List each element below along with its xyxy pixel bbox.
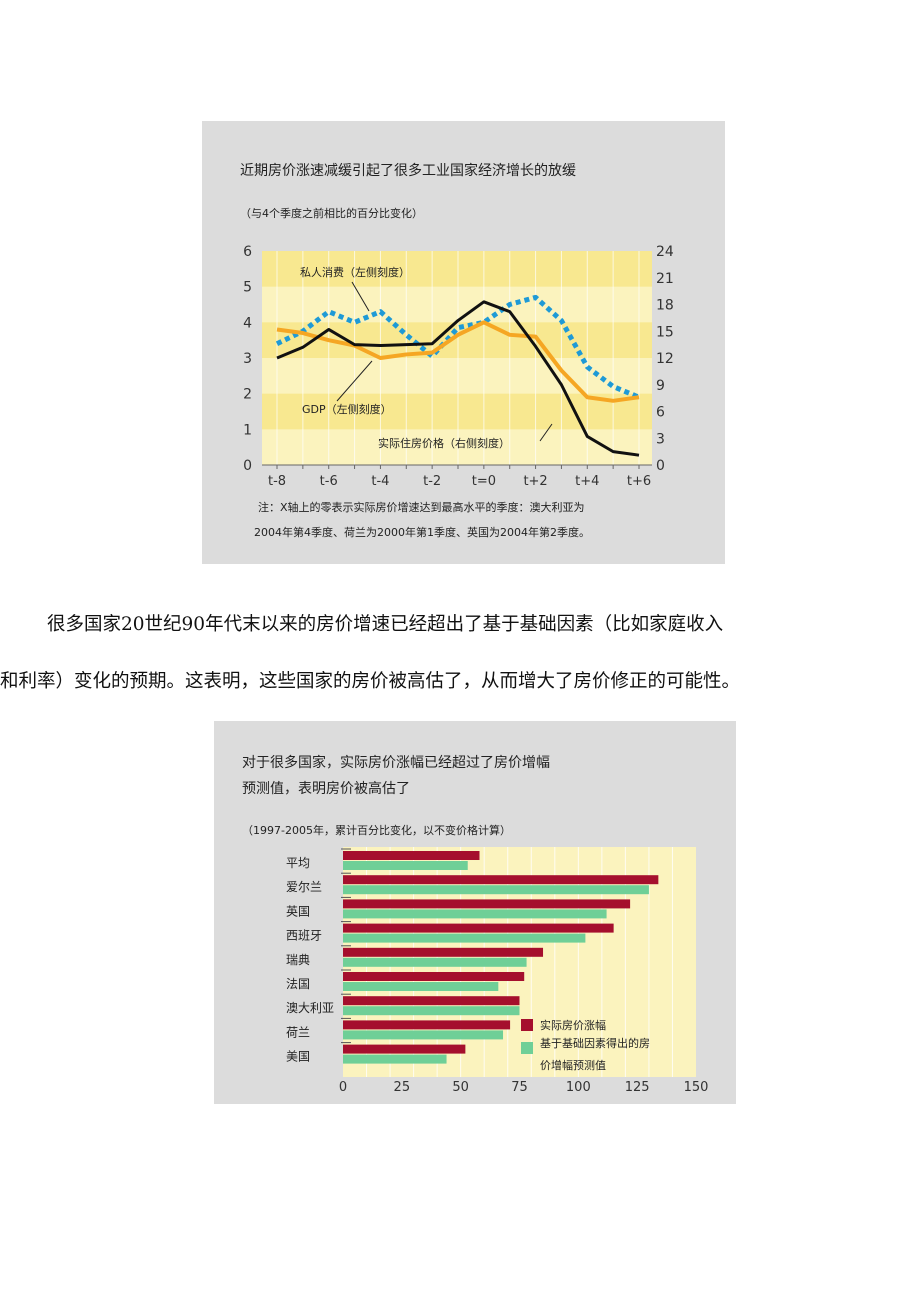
bar-actual xyxy=(343,851,480,860)
annotation-house-price: 实际住房价格（右侧刻度） xyxy=(378,436,510,450)
right-tick-label: 9 xyxy=(656,378,665,394)
category-label: 美国 xyxy=(286,1050,310,1064)
right-tick-label: 0 xyxy=(656,458,665,474)
right-tick-label: 24 xyxy=(656,244,674,260)
annotation-leader xyxy=(336,360,373,402)
bar-predicted xyxy=(343,957,527,967)
left-tick-label: 0 xyxy=(243,458,252,474)
left-tick-label: 1 xyxy=(243,422,252,438)
figure2-title-line1: 对于很多国家，实际房价涨幅已经超过了房价增幅 xyxy=(242,755,550,771)
bar-predicted xyxy=(343,1030,504,1040)
category-label: 平均 xyxy=(286,856,310,870)
category-label: 爱尔兰 xyxy=(286,879,322,894)
bar-actual xyxy=(343,947,544,957)
category-label: 西班牙 xyxy=(286,929,322,943)
x-tick-label: 100 xyxy=(566,1080,591,1095)
legend-swatch-predicted xyxy=(521,1042,533,1054)
left-tick-label: 2 xyxy=(243,387,252,403)
bar-actual xyxy=(343,875,659,885)
x-tick-label: t+4 xyxy=(575,474,599,489)
category-label: 瑞典 xyxy=(286,953,310,967)
category-label: 英国 xyxy=(286,904,310,918)
bar-actual xyxy=(343,923,614,933)
right-tick-label: 21 xyxy=(656,271,674,287)
figure1-title: 近期房价涨速减缓引起了很多工业国家经济增长的放缓 xyxy=(240,163,576,179)
bar-predicted xyxy=(343,1054,447,1064)
legend-label-actual: 实际房价涨幅 xyxy=(540,1018,606,1032)
x-tick-label: t-8 xyxy=(268,474,286,489)
x-tick-label: 75 xyxy=(511,1080,528,1095)
bar-predicted xyxy=(343,1006,520,1016)
category-label: 荷兰 xyxy=(286,1025,310,1039)
x-tick-label: t=0 xyxy=(472,474,496,489)
x-tick-label: t-4 xyxy=(371,474,389,489)
left-tick-label: 4 xyxy=(243,315,252,331)
paragraph-line1: 很多国家20世纪90年代末以来的房价增速已经超出了基于基础因素（比如家庭收入 xyxy=(47,614,724,635)
right-tick-label: 15 xyxy=(656,324,674,340)
bar-predicted xyxy=(343,909,607,919)
annotation-leader xyxy=(539,423,553,442)
bar-actual xyxy=(343,899,631,909)
x-tick-label: t+6 xyxy=(627,474,651,489)
bar-predicted xyxy=(343,982,499,991)
right-tick-label: 12 xyxy=(656,351,674,367)
bar-actual xyxy=(343,996,520,1006)
series-line-0 xyxy=(275,294,640,400)
left-tick-label: 5 xyxy=(243,280,252,296)
legend-swatch-actual xyxy=(521,1019,533,1031)
figure-overvaluation: 对于很多国家，实际房价涨幅已经超过了房价增幅 预测值，表明房价被高估了 （199… xyxy=(214,721,736,1104)
figure-house-price-growth: 近期房价涨速减缓引起了很多工业国家经济增长的放缓 （与4个季度之前相比的百分比变… xyxy=(202,121,725,564)
figure1-note-line2: 2004年第4季度、荷兰为2000年第1季度、英国为2004年第2季度。 xyxy=(254,526,590,539)
right-tick-label: 18 xyxy=(656,298,674,314)
bar-predicted xyxy=(343,885,649,895)
category-label: 澳大利亚 xyxy=(286,1001,334,1015)
bar-predicted xyxy=(343,861,468,870)
bar-actual xyxy=(343,972,525,981)
left-tick-label: 3 xyxy=(243,351,252,367)
bar-actual xyxy=(343,1020,511,1030)
right-tick-label: 6 xyxy=(656,405,665,421)
category-label: 法国 xyxy=(286,977,310,991)
x-tick-label: 25 xyxy=(394,1080,411,1095)
x-tick-label: 150 xyxy=(684,1080,709,1095)
x-tick-label: 0 xyxy=(339,1080,347,1095)
annotation-gdp: GDP（左侧刻度） xyxy=(302,402,392,416)
plot-band xyxy=(262,322,652,358)
paragraph-line2: 和利率）变化的预期。这表明，这些国家的房价被高估了，从而增大了房价修正的可能性。 xyxy=(0,671,741,692)
bar-actual xyxy=(343,1044,466,1054)
x-tick-label: t-6 xyxy=(320,474,338,489)
x-tick-label: t+2 xyxy=(523,474,547,489)
bar-predicted xyxy=(343,933,586,943)
x-tick-label: t-2 xyxy=(423,474,441,489)
figure2-title-line2: 预测值，表明房价被高估了 xyxy=(242,781,410,797)
series-line-2 xyxy=(276,300,640,457)
x-tick-label: 125 xyxy=(625,1080,650,1095)
annotation-leader xyxy=(351,281,370,312)
x-tick-label: 50 xyxy=(452,1080,469,1095)
left-tick-label: 6 xyxy=(243,244,252,260)
right-tick-label: 3 xyxy=(656,431,665,447)
figure1-note-line1: 注：X轴上的零表示实际房价增速达到最高水平的季度：澳大利亚为 xyxy=(258,501,585,514)
figure2-subtitle: （1997-2005年，累计百分比变化，以不变价格计算） xyxy=(242,824,511,837)
series-line-1 xyxy=(276,320,640,403)
annotation-private-consumption: 私人消费（左侧刻度） xyxy=(300,265,410,279)
legend-label-predicted-line1: 基于基础因素得出的房 xyxy=(540,1036,650,1050)
figure1-subtitle: （与4个季度之前相比的百分比变化） xyxy=(240,207,423,220)
legend-label-predicted-line2: 价增幅预测值 xyxy=(540,1058,606,1072)
